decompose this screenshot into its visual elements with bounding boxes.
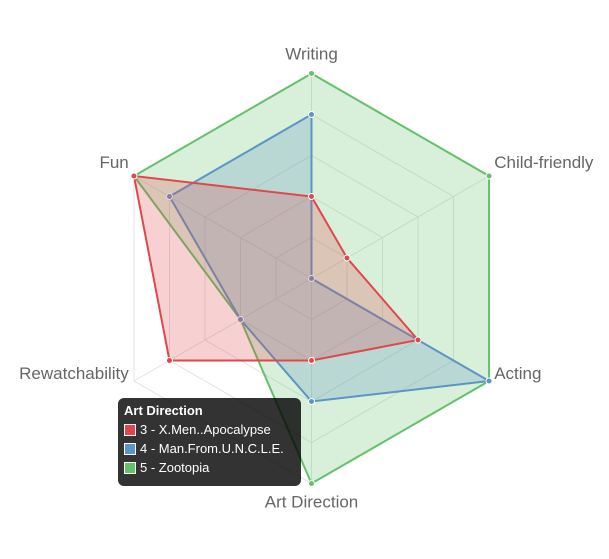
- series-1: [130, 172, 422, 364]
- axis-label: Writing: [285, 45, 338, 64]
- axis-label: Child-friendly: [494, 153, 594, 172]
- tooltip-item: 4 - Man.From.U.N.C.L.E.: [124, 441, 295, 456]
- data-point[interactable]: [165, 357, 173, 364]
- data-point[interactable]: [414, 336, 422, 344]
- data-point[interactable]: [308, 357, 315, 364]
- axis-spoke: [133, 278, 312, 382]
- data-point[interactable]: [308, 193, 315, 200]
- axis-label: Acting: [494, 364, 541, 383]
- series-2: [165, 111, 493, 405]
- data-point[interactable]: [308, 111, 315, 118]
- tooltip-swatch: [124, 461, 136, 474]
- tooltip-item: 3 - X.Men..Apocalypse: [124, 422, 295, 437]
- tooltip-item-label: 5 - Zootopia: [140, 460, 210, 475]
- tooltip-item-label: 4 - Man.From.U.N.C.L.E.: [140, 441, 284, 456]
- data-point[interactable]: [485, 377, 493, 385]
- data-point[interactable]: [308, 275, 315, 282]
- axis-label: Art Direction: [265, 493, 359, 512]
- data-point[interactable]: [130, 172, 138, 180]
- axis-label: Rewatchability: [19, 364, 129, 383]
- data-point[interactable]: [343, 254, 351, 262]
- axis-spoke: [311, 175, 490, 279]
- tooltip-swatch: [124, 442, 136, 455]
- axis-labels: Writing Child-friendly Acting Art Direction…: [19, 45, 594, 512]
- radar-series: [130, 70, 493, 487]
- tooltip-swatch: [124, 423, 136, 436]
- data-point[interactable]: [236, 316, 244, 323]
- tooltip-title: Art Direction: [124, 403, 203, 418]
- data-point[interactable]: [308, 70, 315, 77]
- chart-tooltip: Art Direction 3 - X.Men..Apocalypse 4 - …: [118, 398, 301, 486]
- axis-spoke: [133, 175, 312, 279]
- tooltip-item-label: 3 - X.Men..Apocalypse: [140, 422, 271, 437]
- data-point[interactable]: [308, 480, 315, 487]
- data-point[interactable]: [485, 172, 493, 180]
- data-point[interactable]: [165, 193, 173, 200]
- tooltip-item: 5 - Zootopia: [124, 460, 295, 475]
- data-point[interactable]: [308, 398, 315, 405]
- axis-label: Fun: [99, 153, 128, 172]
